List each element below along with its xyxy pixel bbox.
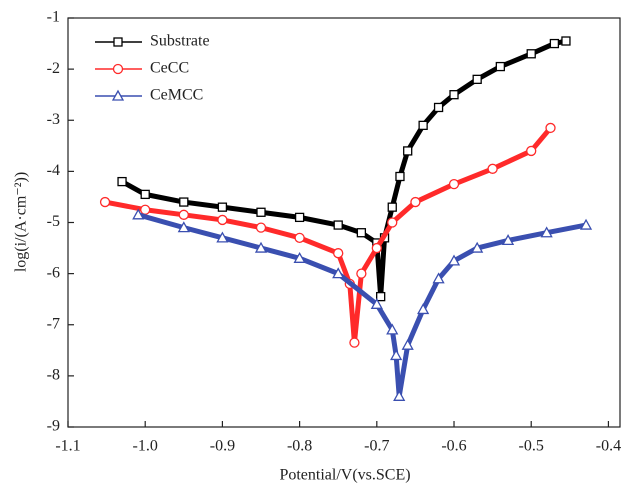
y-tick-label: -6 bbox=[47, 264, 60, 281]
data-point bbox=[410, 196, 421, 208]
plot-frame bbox=[67, 17, 621, 428]
data-point bbox=[471, 241, 484, 253]
data-point bbox=[487, 163, 498, 174]
data-point bbox=[99, 196, 111, 208]
data-point bbox=[376, 291, 386, 302]
data-point bbox=[217, 214, 228, 226]
data-point bbox=[294, 232, 305, 243]
x-tick-label: -0.5 bbox=[519, 438, 544, 455]
data-point bbox=[393, 389, 406, 401]
data-point bbox=[472, 74, 482, 84]
data-point bbox=[549, 38, 560, 49]
data-point bbox=[448, 179, 460, 190]
data-point bbox=[540, 226, 553, 238]
legend-label: CeMCC bbox=[150, 87, 203, 104]
x-axis-label: Potential/V(vs.SCE) bbox=[279, 467, 410, 484]
data-point bbox=[395, 171, 405, 182]
data-point bbox=[294, 212, 305, 223]
legend-label: Substrate bbox=[150, 33, 210, 50]
data-point bbox=[579, 218, 593, 230]
data-point bbox=[403, 146, 413, 156]
data-point bbox=[256, 207, 266, 217]
y-tick-label: -7 bbox=[47, 315, 60, 332]
data-point bbox=[449, 90, 459, 100]
y-tick-label: -8 bbox=[47, 367, 60, 384]
data-point bbox=[356, 228, 367, 238]
data-point bbox=[332, 267, 345, 279]
series-line bbox=[120, 38, 567, 300]
x-tick-label: -1.0 bbox=[133, 438, 158, 455]
data-point bbox=[387, 202, 397, 212]
data-point bbox=[140, 204, 151, 215]
legend-marker bbox=[111, 89, 125, 101]
data-point bbox=[255, 222, 267, 233]
y-tick-label: -1 bbox=[47, 9, 60, 26]
data-point bbox=[501, 234, 515, 246]
y-tick-label: -3 bbox=[47, 111, 60, 128]
data-point bbox=[254, 241, 268, 253]
data-point bbox=[433, 102, 444, 113]
data-point bbox=[132, 208, 145, 220]
y-tick-label: -4 bbox=[47, 162, 60, 179]
data-point bbox=[432, 272, 445, 284]
x-tick-label: -0.8 bbox=[287, 438, 312, 455]
series-line bbox=[104, 126, 553, 346]
data-point bbox=[371, 242, 382, 254]
data-point bbox=[417, 303, 430, 315]
data-point bbox=[386, 323, 399, 335]
x-tick-label: -0.4 bbox=[596, 438, 621, 455]
series-line bbox=[137, 212, 587, 399]
data-point bbox=[356, 268, 367, 279]
data-point bbox=[140, 189, 150, 200]
data-point bbox=[217, 202, 228, 212]
data-point bbox=[349, 337, 360, 348]
y-axis-label: log(i/(A·cm⁻²)) bbox=[13, 172, 30, 272]
data-point bbox=[178, 209, 189, 220]
data-point bbox=[293, 251, 306, 263]
y-tick-label: -5 bbox=[47, 213, 60, 230]
y-tick-label: -2 bbox=[47, 60, 60, 77]
data-point bbox=[401, 338, 414, 350]
data-point bbox=[418, 120, 428, 131]
x-tick-label: -1.1 bbox=[55, 438, 80, 455]
data-point bbox=[216, 231, 229, 243]
data-point bbox=[333, 220, 343, 230]
data-point bbox=[333, 248, 344, 259]
data-point bbox=[177, 221, 190, 233]
data-point bbox=[387, 217, 398, 228]
data-point bbox=[561, 36, 571, 46]
data-point bbox=[526, 49, 536, 59]
data-point bbox=[447, 254, 461, 266]
legend-label: CeCC bbox=[150, 60, 189, 77]
data-point bbox=[495, 61, 505, 72]
data-point bbox=[179, 197, 189, 207]
data-point bbox=[545, 122, 556, 134]
y-tick-label: -9 bbox=[47, 418, 60, 435]
data-point bbox=[370, 297, 383, 309]
data-point bbox=[390, 349, 403, 361]
data-point bbox=[117, 176, 127, 187]
data-point bbox=[526, 145, 537, 157]
x-tick-label: -0.9 bbox=[210, 438, 235, 455]
x-tick-label: -0.6 bbox=[441, 438, 466, 455]
legend-marker bbox=[112, 63, 124, 75]
x-tick-label: -0.7 bbox=[364, 438, 389, 455]
legend-marker bbox=[113, 37, 123, 47]
